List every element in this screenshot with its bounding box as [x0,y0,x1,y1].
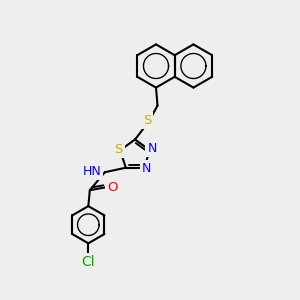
Text: N: N [142,162,151,175]
Text: Cl: Cl [82,255,95,269]
Text: HN: HN [82,165,101,178]
Text: S: S [115,143,123,156]
Text: S: S [143,114,151,127]
Text: N: N [148,142,157,155]
Text: O: O [107,181,118,194]
